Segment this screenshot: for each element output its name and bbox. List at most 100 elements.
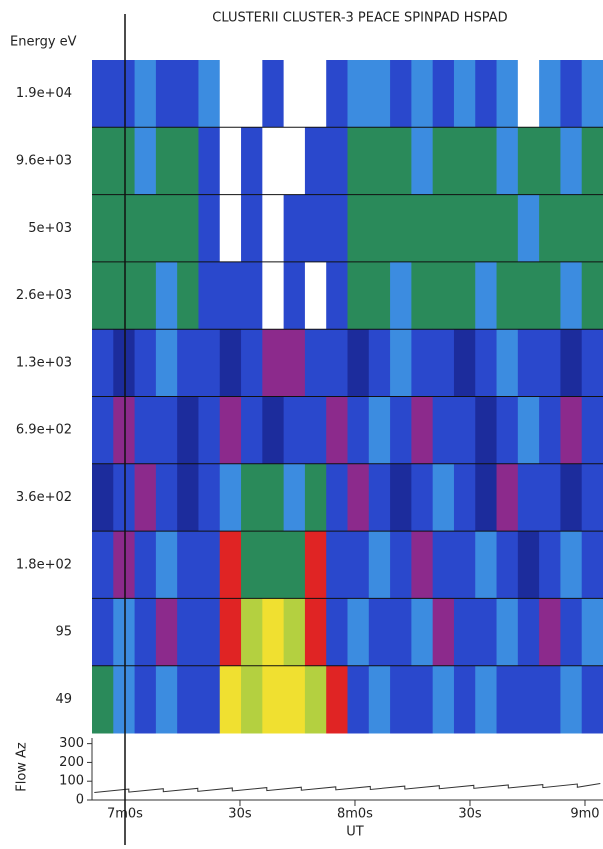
x-tick-label: 30s: [458, 807, 482, 822]
heatmap-cell: [581, 598, 603, 667]
heatmap-cell: [560, 463, 583, 532]
heatmap-cell: [347, 194, 370, 263]
heatmap-cell: [283, 531, 306, 599]
heatmap-cell: [496, 127, 519, 196]
heatmap-cell: [539, 261, 561, 330]
heatmap-cell: [134, 127, 157, 196]
heatmap-cell: [113, 463, 136, 532]
heatmap-cell: [198, 194, 221, 263]
heatmap-cell: [411, 396, 434, 465]
heatmap-cell: [517, 396, 540, 465]
heatmap-cell: [113, 531, 136, 599]
heatmap-cell: [134, 665, 157, 734]
heatmap-cell: [432, 598, 455, 667]
heatmap-cell: [390, 665, 412, 734]
heatmap-cell: [326, 60, 348, 128]
heatmap-cell: [241, 194, 263, 263]
heatmap-cell: [134, 194, 157, 263]
heatmap-cell: [326, 463, 348, 532]
heatmap-cell: [262, 463, 285, 532]
heatmap-cell: [560, 531, 583, 599]
heatmap-cell: [432, 396, 455, 465]
heatmap-cell: [496, 396, 519, 465]
heatmap-cell: [326, 665, 348, 734]
heatmap-cell: [283, 194, 306, 263]
heatmap-cell: [453, 261, 476, 330]
heatmap-cell: [347, 60, 370, 128]
heatmap-cell: [326, 531, 348, 599]
heatmap-cell: [475, 194, 498, 263]
heatmap-cell: [92, 60, 114, 128]
heatmap-cell: [368, 194, 391, 263]
heatmap-cell: [475, 396, 498, 465]
heatmap-cell: [92, 396, 114, 465]
heatmap-cell: [177, 665, 199, 734]
heatmap-cell: [581, 60, 603, 128]
heatmap-cell: [198, 665, 221, 734]
heatmap-cell: [241, 598, 263, 667]
heatmap-cell: [241, 127, 263, 196]
heatmap-cell: [134, 396, 157, 465]
heatmap-cell: [368, 396, 391, 465]
heatmap-cell: [304, 665, 327, 734]
heatmap-cell: [560, 60, 583, 128]
heatmap-cell: [134, 261, 157, 330]
heatmap-cell: [390, 127, 412, 196]
heatmap-cell: [155, 194, 178, 263]
heatmap-cell: [539, 396, 561, 465]
heatmap-cell: [432, 531, 455, 599]
heatmap-cell: [517, 60, 540, 128]
heatmap-cell: [262, 396, 285, 465]
x-tick-label: 8m0s: [337, 807, 373, 822]
heatmap-cell: [155, 329, 178, 397]
heatmap-cell: [368, 329, 391, 397]
heatmap-cell: [539, 194, 561, 263]
heatmap-cell: [347, 127, 370, 196]
heatmap-cell: [304, 194, 327, 263]
y-tick-label: 100: [59, 774, 84, 789]
heatmap-cell: [241, 329, 263, 397]
heatmap-cell: [113, 261, 136, 330]
heatmap-cell: [113, 665, 136, 734]
heatmap-cell: [262, 598, 285, 667]
flow-line: [94, 782, 601, 793]
heatmap-cell: [92, 261, 114, 330]
heatmap-cell: [326, 261, 348, 330]
heatmap-cell: [496, 463, 519, 532]
heatmap-cell: [92, 329, 114, 397]
heatmap-cell: [347, 463, 370, 532]
heatmap-cell: [453, 598, 476, 667]
heatmap-cell: [539, 531, 561, 599]
heatmap-cell: [368, 463, 391, 532]
heatmap-cell: [390, 261, 412, 330]
heatmap-cell: [219, 60, 242, 128]
heatmap-cell: [347, 531, 370, 599]
heatmap-cell: [581, 261, 603, 330]
heatmap-cell: [475, 329, 498, 397]
heatmap-cell: [496, 665, 519, 734]
heatmap-cell: [517, 194, 540, 263]
heatmap-cell: [283, 329, 306, 397]
heatmap-cell: [539, 598, 561, 667]
heatmap-cell: [241, 60, 263, 128]
heatmap-cell: [347, 329, 370, 397]
heatmap-cell: [432, 194, 455, 263]
heatmap-cell: [368, 665, 391, 734]
heatmap-cell: [539, 463, 561, 532]
heatmap-cell: [92, 463, 114, 532]
heatmap-cell: [283, 598, 306, 667]
heatmap-cell: [390, 463, 412, 532]
heatmap-cell: [198, 127, 221, 196]
y-tick-label: 9.6e+03: [16, 153, 72, 168]
heatmap-cell: [304, 261, 327, 330]
heatmap-cell: [390, 531, 412, 599]
heatmap-cell: [262, 261, 285, 330]
heatmap-cell: [475, 60, 498, 128]
heatmap-cell: [177, 60, 199, 128]
heatmap-cell: [432, 60, 455, 128]
y-tick-label: 1.3e+03: [16, 355, 72, 370]
heatmap-cell: [219, 261, 242, 330]
heatmap-cell: [155, 60, 178, 128]
heatmap-cell: [113, 127, 136, 196]
y-tick-label: 0: [76, 793, 84, 808]
